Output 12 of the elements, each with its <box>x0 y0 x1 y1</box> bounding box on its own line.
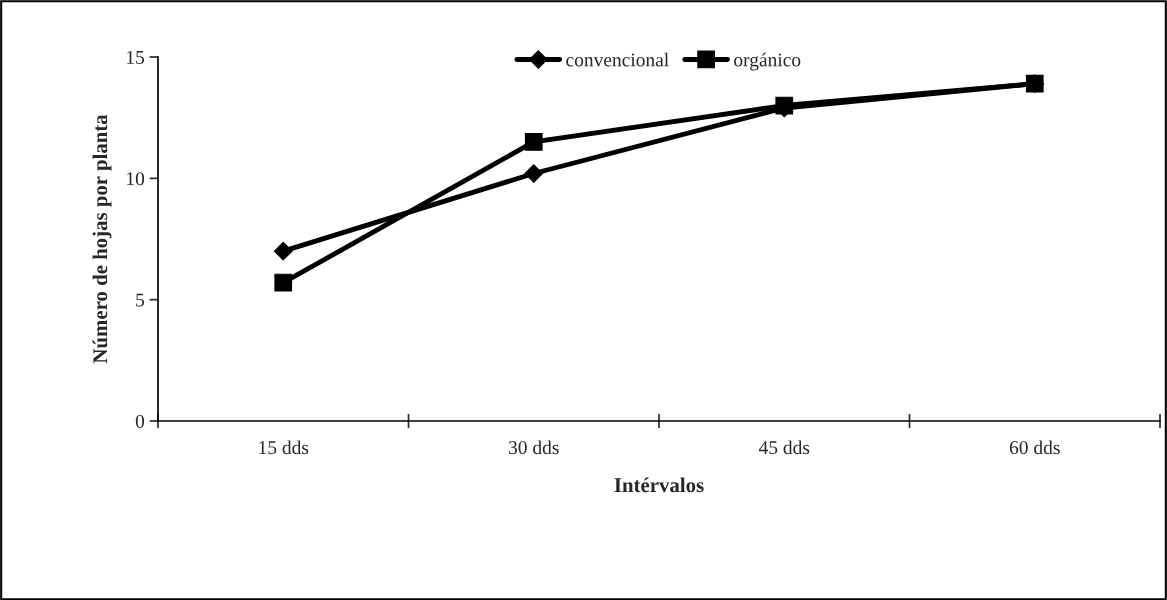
y-tick-label: 10 <box>127 172 145 186</box>
x-tick-label: 45 dds <box>758 440 810 455</box>
x-tick-label: 60 dds <box>1009 440 1060 455</box>
x-tick-label: 15 dds <box>259 440 309 455</box>
y-axis-title: Número de hojas por planta <box>92 114 112 364</box>
legend-label: orgánico <box>734 52 801 71</box>
y-tick-label: 0 <box>135 414 145 428</box>
legend-label: convencional <box>566 52 669 67</box>
x-tick-label: 30 dds <box>509 440 559 455</box>
x-axis-title: Intérvalos <box>614 477 704 493</box>
y-tick-label: 15 <box>127 50 145 64</box>
y-tick-label: 5 <box>136 293 145 307</box>
